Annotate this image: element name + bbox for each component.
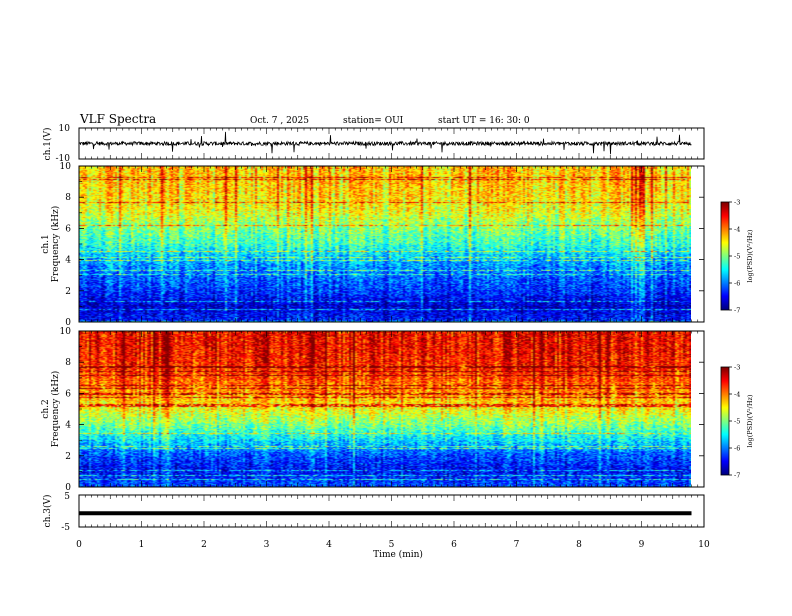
- ch1-spectrogram-ytick-label: 4: [65, 256, 71, 266]
- ch1-colorbar-tick-label: -3: [734, 199, 740, 207]
- ch1-colorbar-tick-label: -4: [734, 226, 740, 234]
- time-tick-label: 4: [326, 540, 332, 550]
- ch1-colorbar-tick-label: -6: [734, 280, 740, 288]
- ch1-ytick-top: 10: [59, 124, 71, 134]
- ch1-colorbar-label: log(PSD)(V²/Hz): [746, 229, 754, 282]
- ch3-ytick-top: 5: [64, 492, 70, 502]
- ch2-spectrogram-panel: 0 2 4 6 8 10 ch.2 Frequency (kHz): [41, 327, 705, 493]
- time-tick-label: 1: [139, 540, 145, 550]
- ch1-spectrogram-ytick-label: 8: [65, 193, 71, 203]
- ch2-spectrogram-ylabel-frequency: Frequency (kHz): [50, 371, 61, 448]
- ch1-spectrogram-ytick-label: 10: [60, 162, 72, 172]
- ch2-colorbar-tick-label: -3: [734, 364, 740, 372]
- ch2-spectrogram-ytick-label: 6: [65, 389, 71, 399]
- ch2-spectrogram-ytick-label: 0: [65, 483, 71, 493]
- ch1-waveform-line: [78, 131, 692, 155]
- header-start-time: start UT = 16: 30: 0: [438, 116, 530, 126]
- ch2-spectrogram-ytick-label: 10: [60, 327, 72, 337]
- ch2-colorbar-tick-label: -6: [734, 445, 740, 453]
- ch1-spectrogram-ylabel-channel: ch.1: [41, 234, 51, 253]
- ch2-colorbar-label: log(PSD)(V²/Hz): [746, 394, 754, 447]
- time-axis-label: Time (min): [373, 549, 423, 560]
- time-tick-label: 7: [514, 540, 520, 550]
- ch1-spectrogram-ylabel-frequency: Frequency (kHz): [50, 206, 61, 283]
- time-tick-label: 10: [698, 540, 710, 550]
- time-tick-label: 2: [201, 540, 207, 550]
- ch2-colorbar: -3 -4 -5 -6 -7 log(PSD)(V²/Hz): [720, 364, 754, 480]
- ch2-spectrogram-ytick-label: 4: [65, 421, 71, 431]
- ch1-colorbar: -3 -4 -5 -6 -7 log(PSD)(V²/Hz): [720, 199, 754, 315]
- ch2-spectrogram-ytick-label: 2: [65, 452, 71, 462]
- ch1-waveform-ylabel: ch.1(V): [42, 128, 53, 161]
- time-tick-label: 5: [389, 540, 395, 550]
- ch1-ytick-bottom: -10: [56, 154, 71, 164]
- ch2-colorbar-tick-label: -4: [734, 391, 740, 399]
- ch1-spectrogram-ytick-label: 2: [65, 287, 71, 297]
- time-tick-label: 3: [264, 540, 270, 550]
- header-station: station= OUI: [343, 116, 404, 126]
- ch2-colorbar-gradient: [721, 367, 729, 475]
- time-tick-label: 9: [639, 540, 645, 550]
- ch1-spectrogram-panel: 0 2 4 6 8 10 ch.1 Frequency (kHz): [41, 162, 705, 328]
- header-date: Oct. 7 , 2025: [250, 116, 309, 126]
- ch3-waveform-ylabel: ch.3(V): [42, 495, 53, 528]
- ch2-colorbar-tick-label: -5: [734, 418, 740, 426]
- ch1-spectrogram-heatmap: [79, 166, 691, 322]
- ch2-spectrogram-ytick-label: 8: [65, 358, 71, 368]
- time-tick-label: 6: [451, 540, 457, 550]
- time-tick-label: 0: [76, 540, 82, 550]
- ch2-spectrogram-ylabel-channel: ch.2: [41, 399, 51, 418]
- time-axis: 0 1 2 3 4 5 6 7 8 9 10: [76, 128, 710, 550]
- figure-title: VLF Spectra: [79, 112, 156, 126]
- ch1-colorbar-tick-label: -7: [734, 307, 740, 315]
- ch2-colorbar-tick-label: -7: [734, 472, 740, 480]
- ch1-colorbar-tick-label: -5: [734, 253, 740, 261]
- time-tick-label: 8: [576, 540, 582, 550]
- figure-header: VLF Spectra Oct. 7 , 2025 station= OUI s…: [79, 112, 530, 126]
- ch1-spectrogram-ytick-label: 6: [65, 224, 71, 234]
- ch2-spectrogram-heatmap: [79, 331, 691, 487]
- ch3-ytick-bottom: -5: [61, 523, 70, 533]
- ch1-spectrogram-ytick-label: 0: [65, 318, 71, 328]
- ch1-colorbar-gradient: [721, 202, 729, 310]
